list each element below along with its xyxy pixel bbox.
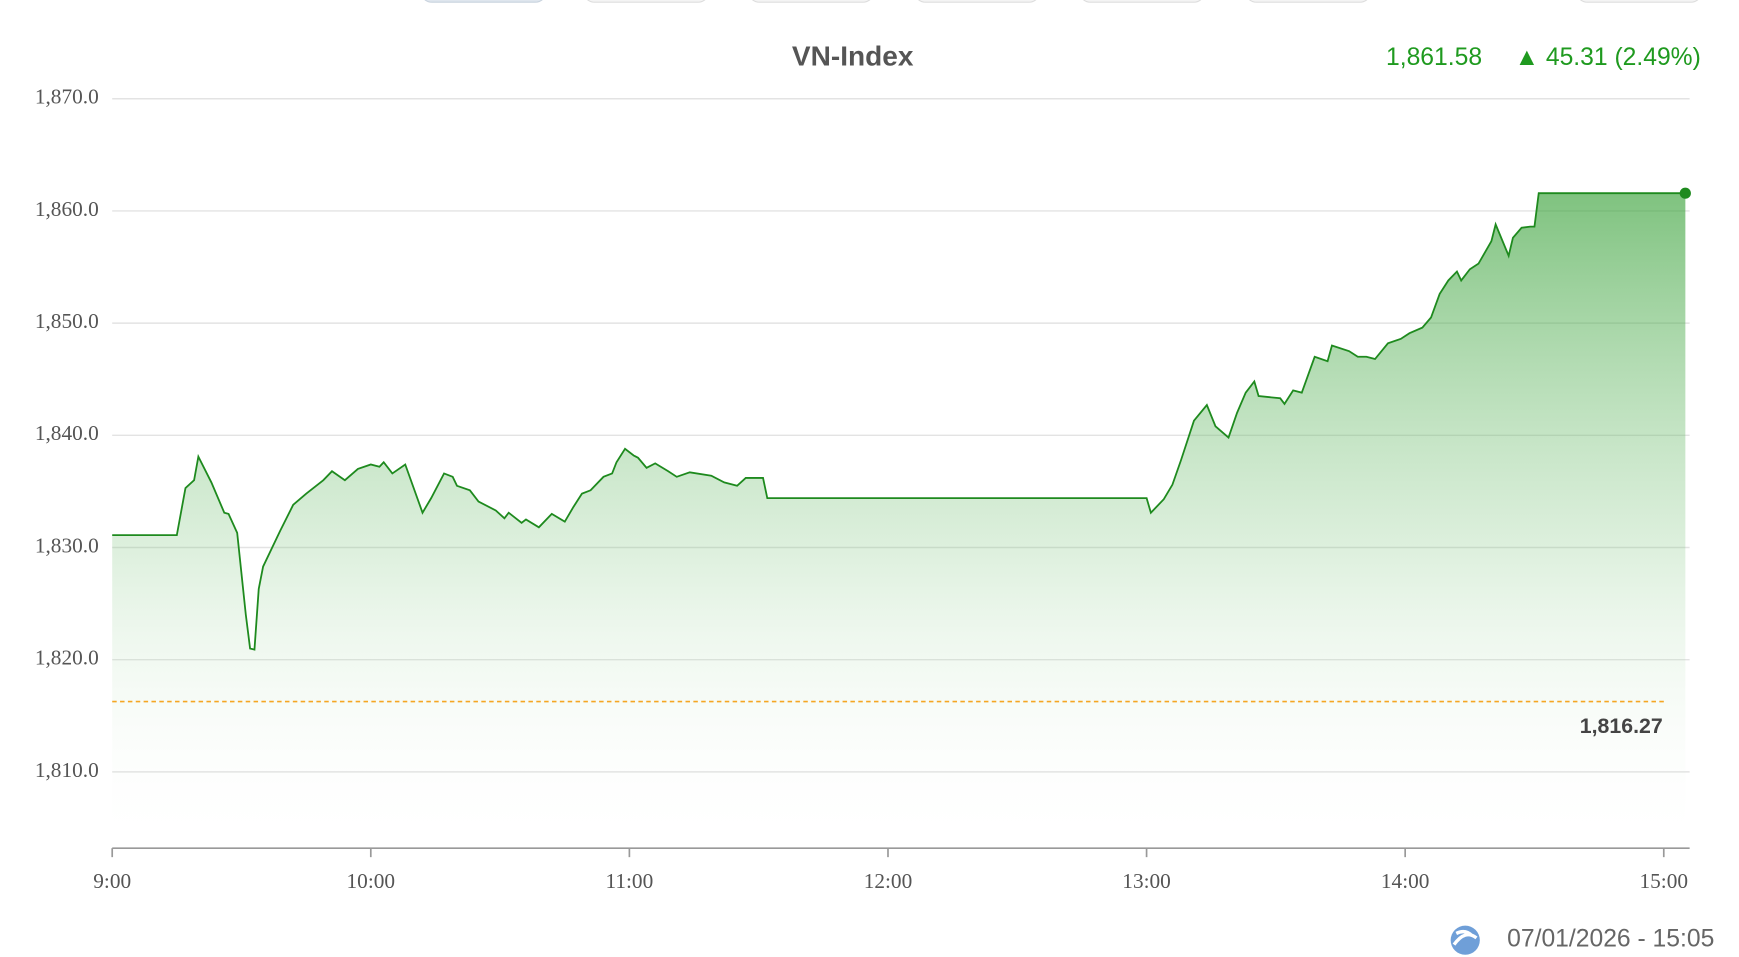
- y-tick-label: 1,870.0: [35, 85, 99, 109]
- tab[interactable]: [748, 0, 874, 3]
- price-change: ▲ 45.31 (2.49%): [1515, 44, 1701, 71]
- current-price: 1,861.58: [1386, 44, 1482, 71]
- x-tick-label: 10:00: [347, 869, 396, 893]
- y-tick-label: 1,820.0: [35, 646, 99, 670]
- line: [112, 192, 1686, 651]
- tab[interactable]: [421, 0, 547, 3]
- x-tick-label: 13:00: [1122, 869, 1171, 893]
- x-tick-label: 9:00: [93, 869, 131, 893]
- tab[interactable]: [1079, 0, 1205, 3]
- tab[interactable]: [1245, 0, 1371, 3]
- x-tick-label: 12:00: [864, 869, 913, 893]
- tab[interactable]: [583, 0, 709, 3]
- y-tick-label: 1,810.0: [35, 758, 99, 782]
- y-tick-label: 1,830.0: [35, 533, 99, 557]
- tab-strip: [421, 0, 1702, 3]
- tab[interactable]: [1576, 0, 1702, 3]
- reference-label: 1,816.27: [1580, 714, 1663, 738]
- timestamp-icon: [1450, 925, 1480, 955]
- timestamp: 07/01/2026 - 15:05: [1507, 926, 1714, 953]
- x-tick-label: 15:00: [1640, 869, 1689, 893]
- area: [112, 193, 1686, 849]
- y-tick-label: 1,860.0: [35, 197, 99, 221]
- tab[interactable]: [914, 0, 1040, 3]
- x-tick-label: 14:00: [1381, 869, 1430, 893]
- last-point: [1679, 187, 1691, 199]
- y-tick-label: 1,850.0: [35, 309, 99, 333]
- y-tick-label: 1,840.0: [35, 421, 99, 445]
- x-tick-label: 11:00: [606, 869, 654, 893]
- chart-title: VN-Index: [792, 41, 914, 72]
